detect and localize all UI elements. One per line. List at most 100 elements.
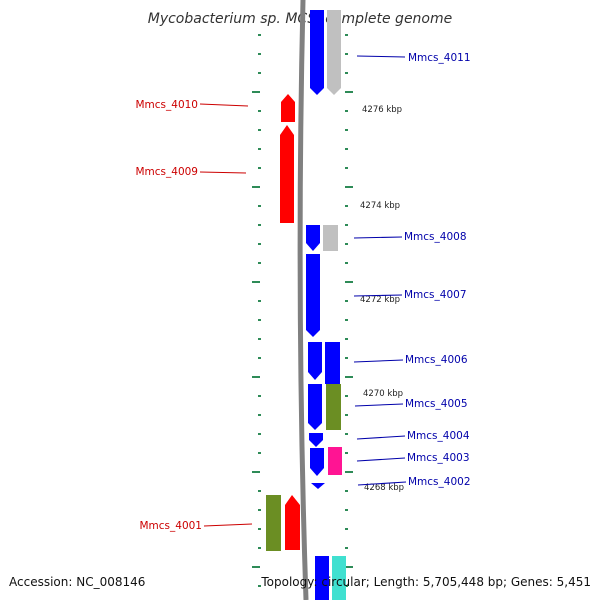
tick-label-4274: 4274 kbp	[360, 201, 400, 211]
gene-bottom-cyan[interactable]	[332, 556, 346, 600]
minor-tick	[345, 34, 348, 36]
gene-label-mmcs-4010[interactable]: Mmcs_4010	[135, 99, 198, 111]
gene-mmcs-4008[interactable]	[306, 225, 320, 251]
gene-mmcs-4006-b[interactable]	[325, 342, 340, 384]
connector-mmcs-4004	[356, 435, 406, 440]
minor-tick	[345, 414, 348, 416]
connector-mmcs-4010	[199, 103, 249, 107]
minor-tick	[258, 148, 261, 150]
minor-tick	[258, 433, 261, 435]
connector-mmcs-4005	[354, 403, 404, 407]
gene-mmcs-4003-magenta[interactable]	[328, 447, 342, 475]
gene-mmcs-4005-b[interactable]	[326, 384, 341, 430]
minor-tick	[345, 528, 348, 530]
connector-mmcs-4008	[353, 236, 403, 239]
connector-mmcs-4002	[357, 481, 407, 486]
gene-label-mmcs-4005[interactable]: Mmcs_4005	[405, 398, 468, 410]
minor-tick	[345, 167, 348, 169]
minor-tick	[258, 528, 261, 530]
gene-label-mmcs-4011[interactable]: Mmcs_4011	[408, 52, 471, 64]
gene-label-mmcs-4002[interactable]: Mmcs_4002	[408, 476, 471, 488]
minor-tick	[345, 300, 348, 302]
gene-bottom-blue[interactable]	[315, 556, 329, 600]
gene-mmcs-4011[interactable]	[310, 10, 324, 95]
major-tick	[252, 281, 260, 283]
gene-label-mmcs-4003[interactable]: Mmcs_4003	[407, 452, 470, 464]
minor-tick	[345, 148, 348, 150]
minor-tick	[258, 414, 261, 416]
minor-tick	[258, 262, 261, 264]
map-title: Mycobacterium sp. MCS, complete genome	[148, 11, 453, 27]
gene-mmcs-4005-a[interactable]	[308, 384, 322, 430]
genome-backbone	[297, 0, 309, 600]
genome-stats-text: Topology: circular; Length: 5,705,448 bp…	[260, 575, 591, 589]
gene-mmcs-4008-gray[interactable]	[323, 225, 338, 251]
minor-tick	[258, 338, 261, 340]
major-tick	[345, 566, 353, 568]
minor-tick	[258, 300, 261, 302]
minor-tick	[258, 53, 261, 55]
gene-label-mmcs-4006[interactable]: Mmcs_4006	[405, 354, 468, 366]
minor-tick	[258, 110, 261, 112]
connector-mmcs-4007	[353, 294, 403, 297]
gene-mmcs-4010[interactable]	[281, 94, 295, 122]
gene-mmcs-4009[interactable]	[280, 125, 294, 223]
minor-tick	[345, 243, 348, 245]
gene-label-mmcs-4004[interactable]: Mmcs_4004	[407, 430, 470, 442]
gene-mmcs-4004[interactable]	[309, 433, 323, 447]
gene-label-mmcs-4001[interactable]: Mmcs_4001	[139, 520, 202, 532]
minor-tick	[345, 509, 348, 511]
minor-tick	[345, 547, 348, 549]
connector-mmcs-4006	[353, 359, 404, 363]
major-tick	[345, 281, 353, 283]
minor-tick	[345, 53, 348, 55]
minor-tick	[345, 338, 348, 340]
minor-tick	[345, 452, 348, 454]
minor-tick	[345, 262, 348, 264]
major-tick	[345, 471, 353, 473]
minor-tick	[345, 319, 348, 321]
gene-mmcs-4006-a[interactable]	[308, 342, 322, 380]
connector-mmcs-4001	[203, 523, 253, 527]
major-tick	[345, 376, 353, 378]
tick-label-4268: 4268 kbp	[364, 483, 404, 493]
minor-tick	[258, 243, 261, 245]
gene-mmcs-4011-gray[interactable]	[327, 10, 341, 95]
accession-text: Accession: NC_008146	[9, 575, 145, 589]
gene-mmcs-4002[interactable]	[311, 483, 325, 489]
major-tick	[252, 91, 260, 93]
minor-tick	[345, 490, 348, 492]
tick-label-4272: 4272 kbp	[360, 295, 400, 305]
gene-label-mmcs-4008[interactable]: Mmcs_4008	[404, 231, 467, 243]
major-tick	[252, 566, 260, 568]
connector-mmcs-4003	[356, 457, 406, 462]
minor-tick	[345, 205, 348, 207]
gene-label-mmcs-4009[interactable]: Mmcs_4009	[135, 166, 198, 178]
connector-mmcs-4009	[199, 171, 247, 174]
major-tick	[252, 186, 260, 188]
tick-marks-right	[345, 34, 353, 587]
minor-tick	[258, 490, 261, 492]
minor-tick	[258, 34, 261, 36]
major-tick	[252, 471, 260, 473]
minor-tick	[258, 585, 261, 587]
minor-tick	[345, 585, 348, 587]
minor-tick	[345, 110, 348, 112]
gene-mmcs-4001-red[interactable]	[285, 495, 300, 550]
minor-tick	[345, 357, 348, 359]
gene-label-mmcs-4007[interactable]: Mmcs_4007	[404, 289, 467, 301]
minor-tick	[258, 452, 261, 454]
connector-mmcs-4011	[356, 55, 406, 58]
minor-tick	[345, 224, 348, 226]
minor-tick	[345, 395, 348, 397]
minor-tick	[258, 167, 261, 169]
gene-mmcs-4007[interactable]	[306, 254, 320, 337]
major-tick	[345, 91, 353, 93]
tick-marks-left	[252, 34, 261, 587]
gene-mmcs-4003[interactable]	[310, 448, 324, 476]
major-tick	[345, 186, 353, 188]
minor-tick	[345, 433, 348, 435]
minor-tick	[258, 395, 261, 397]
gene-mmcs-4001-olive[interactable]	[266, 495, 281, 551]
